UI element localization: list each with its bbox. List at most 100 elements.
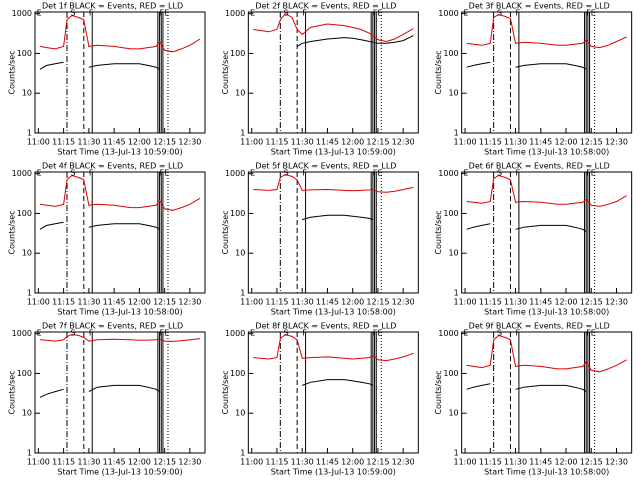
y-tick-label: 10 bbox=[22, 249, 32, 258]
event-label: S bbox=[284, 329, 289, 338]
event-label: FE bbox=[586, 9, 596, 18]
x-axis-label: Start Time (13-Jul-13 10:59:00) bbox=[271, 148, 396, 157]
x-axis-label: Start Time (13-Jul-13 10:59:00) bbox=[57, 148, 182, 157]
event-label: F bbox=[89, 9, 94, 18]
x-tick-label: 11:15 bbox=[52, 298, 75, 307]
series-line bbox=[39, 384, 160, 398]
x-tick-label: 12:00 bbox=[128, 138, 151, 147]
y-tick-label: 100 bbox=[230, 369, 245, 378]
chart-title: Det 4f BLACK = Events, RED = LLD bbox=[42, 162, 183, 171]
x-tick-label: 11:30 bbox=[77, 458, 100, 467]
x-tick-label: 12:00 bbox=[341, 458, 364, 467]
y-tick-label: 100 bbox=[230, 49, 245, 58]
event-label: S bbox=[497, 9, 502, 18]
y-tick-label: 100 bbox=[17, 209, 32, 218]
x-axis-label: Start Time (13-Jul-13 10:58:00) bbox=[484, 468, 609, 477]
x-tick-label: 11:45 bbox=[316, 298, 339, 307]
x-tick-label: 12:30 bbox=[392, 138, 415, 147]
series-line bbox=[39, 221, 160, 230]
x-tick-label: 11:30 bbox=[291, 458, 314, 467]
y-tick-label: 1 bbox=[240, 289, 245, 298]
y-tick-label: 10 bbox=[235, 249, 245, 258]
chart-title: Det 1f BLACK = Events, RED = LLD bbox=[42, 2, 183, 11]
chart-title: Det 5f BLACK = Events, RED = LLD bbox=[255, 162, 396, 171]
y-axis-label: Counts/sec bbox=[8, 50, 17, 94]
series-line bbox=[39, 174, 201, 211]
x-axis-label: Start Time (13-Jul-13 10:58:00) bbox=[271, 308, 396, 317]
x-tick-label: 12:15 bbox=[153, 298, 176, 307]
plot-frame bbox=[34, 11, 206, 134]
x-tick-label: 11:15 bbox=[265, 138, 288, 147]
x-tick-label: 11:00 bbox=[240, 298, 263, 307]
x-tick-label: 12:15 bbox=[366, 298, 389, 307]
x-tick-label: 12:15 bbox=[580, 138, 603, 147]
plot-frame bbox=[247, 331, 419, 454]
panel: 1 10 100 1000 11:00 11:15 11:30 11:45 12:00 12:15… bbox=[221, 322, 419, 477]
y-tick-label: 1000 bbox=[12, 329, 32, 338]
x-axis-label: Start Time (13-Jul-13 10:58:00) bbox=[57, 308, 182, 317]
panel: 1 10 100 1000 11:00 11:15 11:30 11:45 12:00 12:15… bbox=[434, 2, 633, 157]
series-line bbox=[466, 383, 587, 393]
series-line bbox=[39, 333, 201, 342]
event-label: S bbox=[497, 169, 502, 178]
x-tick-label: 12:15 bbox=[580, 298, 603, 307]
y-tick-label: 10 bbox=[22, 409, 32, 418]
event-label: FE bbox=[373, 329, 383, 338]
event-label: FE bbox=[160, 169, 170, 178]
event-label: S bbox=[70, 329, 75, 338]
y-axis-label: Counts/sec bbox=[434, 210, 443, 254]
x-tick-label: 11:30 bbox=[504, 458, 527, 467]
panel: 1 10 100 1000 11:00 11:15 11:30 11:45 12:00 12:15… bbox=[8, 2, 206, 157]
panel: 1 10 100 1000 11:00 11:15 11:30 11:45 12:00 12:15… bbox=[221, 162, 419, 317]
y-tick-label: 1000 bbox=[225, 9, 245, 18]
event-label: F bbox=[89, 169, 94, 178]
chart-title: Det 3f BLACK = Events, RED = LLD bbox=[469, 2, 610, 11]
y-tick-label: 10 bbox=[448, 409, 458, 418]
series-line bbox=[253, 333, 414, 362]
x-tick-label: 11:15 bbox=[479, 458, 502, 467]
x-tick-label: 11:15 bbox=[52, 458, 75, 467]
plot-frame bbox=[461, 11, 633, 134]
y-axis-label: Counts/sec bbox=[221, 210, 230, 254]
x-axis-label: Start Time (13-Jul-13 10:59:00) bbox=[57, 468, 182, 477]
event-label: F bbox=[302, 9, 307, 18]
series-line bbox=[466, 334, 627, 373]
y-tick-label: 1 bbox=[27, 129, 32, 138]
event-label: S bbox=[70, 9, 75, 18]
plot-frame bbox=[34, 331, 206, 454]
panel: 1 10 100 1000 11:00 11:15 11:30 11:45 12:00 12:15… bbox=[8, 322, 206, 477]
x-tick-label: 11:45 bbox=[529, 458, 552, 467]
y-tick-label: 10 bbox=[235, 89, 245, 98]
x-tick-label: 12:00 bbox=[128, 298, 151, 307]
series-line bbox=[296, 35, 414, 47]
series-line bbox=[39, 14, 201, 53]
x-tick-label: 12:15 bbox=[366, 138, 389, 147]
event-label: S bbox=[284, 169, 289, 178]
plot-frame bbox=[461, 331, 633, 454]
y-tick-label: 10 bbox=[448, 89, 458, 98]
event-label: E bbox=[250, 169, 255, 178]
y-tick-label: 1 bbox=[27, 449, 32, 458]
y-axis-label: Counts/sec bbox=[221, 370, 230, 414]
y-tick-label: 100 bbox=[230, 209, 245, 218]
y-tick-label: 1000 bbox=[225, 169, 245, 178]
x-tick-label: 11:30 bbox=[504, 138, 527, 147]
event-label: S bbox=[284, 9, 289, 18]
x-tick-label: 11:45 bbox=[103, 458, 126, 467]
x-axis-label: Start Time (13-Jul-13 10:58:00) bbox=[484, 308, 609, 317]
x-tick-label: 11:45 bbox=[529, 138, 552, 147]
x-tick-label: 11:15 bbox=[265, 298, 288, 307]
event-label: FE bbox=[373, 169, 383, 178]
x-tick-label: 11:45 bbox=[316, 138, 339, 147]
x-tick-label: 12:15 bbox=[153, 138, 176, 147]
x-tick-label: 11:00 bbox=[453, 458, 476, 467]
event-label: F bbox=[516, 9, 521, 18]
x-axis-label: Start Time (13-Jul-13 10:58:00) bbox=[484, 148, 609, 157]
panel: 1 10 100 1000 11:00 11:15 11:30 11:45 12:00 12:15… bbox=[434, 322, 633, 477]
y-tick-label: 10 bbox=[235, 409, 245, 418]
chart-title: Det 9f BLACK = Events, RED = LLD bbox=[469, 322, 610, 331]
x-tick-label: 11:00 bbox=[27, 458, 50, 467]
x-tick-label: 11:00 bbox=[240, 458, 263, 467]
event-label: FE bbox=[160, 9, 170, 18]
